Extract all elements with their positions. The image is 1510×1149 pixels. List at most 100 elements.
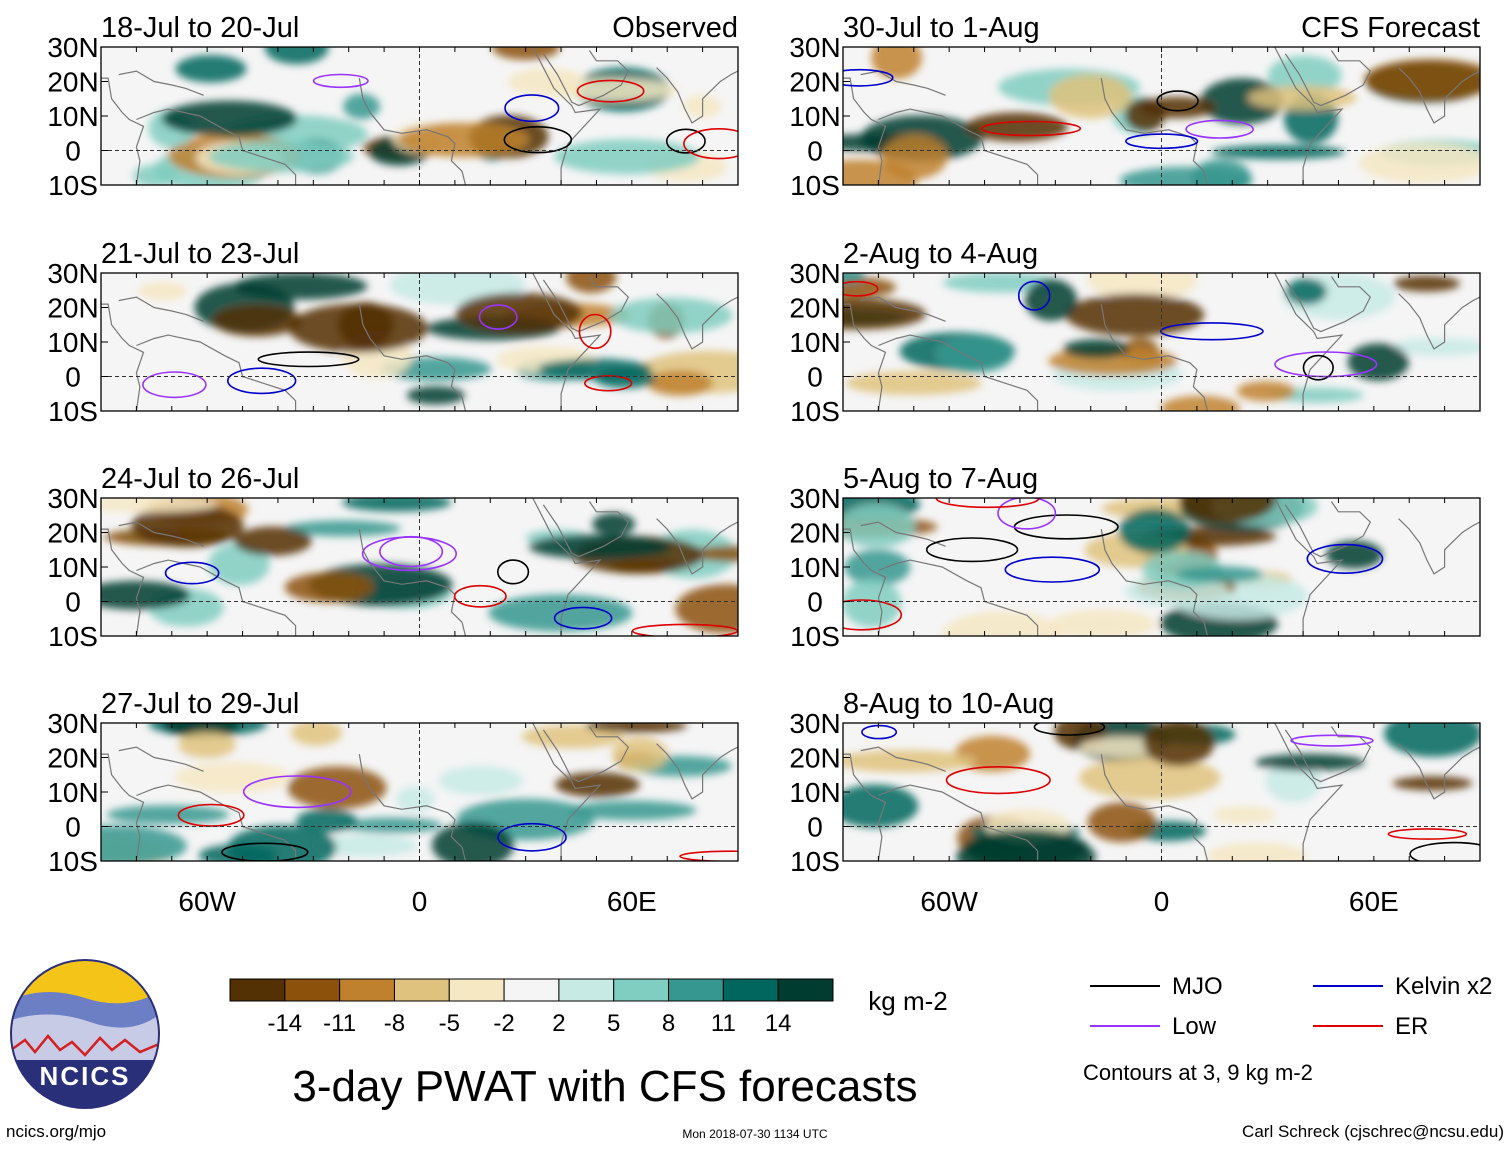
coastline — [532, 47, 602, 185]
y-tick-label: 20N — [47, 67, 98, 98]
coastline — [101, 77, 145, 185]
coastline — [656, 743, 738, 800]
anomaly-blob — [291, 723, 342, 746]
anomaly-field — [843, 498, 1383, 636]
colorbar-swatch — [668, 978, 724, 1002]
panel-field — [101, 273, 738, 411]
y-tick-label: 0 — [807, 587, 823, 618]
anomaly-blob — [1024, 279, 1078, 321]
anomaly-blob — [1267, 55, 1342, 95]
anomaly-blob — [342, 817, 442, 833]
coastline — [358, 77, 467, 185]
contour-er — [576, 79, 645, 103]
x-tick-label: 0 — [1154, 886, 1170, 917]
anomaly-blob — [264, 47, 329, 65]
contour-kelvin-x2 — [164, 561, 220, 585]
coastline — [542, 501, 630, 558]
colorbar-swatch — [777, 978, 834, 1002]
y-tick-label: 20N — [47, 743, 98, 774]
contour-er — [843, 599, 903, 631]
coastline — [656, 293, 738, 350]
contour-low — [997, 498, 1057, 530]
panel-title: 18-Jul to 20-Jul — [101, 12, 299, 44]
anomaly-blob — [133, 164, 179, 185]
contour-mjo — [1302, 354, 1334, 381]
coastline — [1274, 47, 1344, 185]
coastline — [1398, 293, 1480, 350]
coastline — [860, 746, 946, 772]
anomaly-blob — [161, 100, 298, 137]
y-tick-label: 10N — [47, 101, 98, 132]
anomaly-blob — [343, 93, 380, 120]
y-tick-label: 0 — [65, 362, 81, 393]
colorbar-label: 11 — [711, 1010, 736, 1037]
coastline — [1284, 501, 1372, 558]
y-tick-label: 0 — [807, 362, 823, 393]
colorbar-swatch — [613, 978, 670, 1002]
anomaly-field — [843, 47, 1480, 185]
panel-title: 24-Jul to 26-Jul — [101, 463, 299, 495]
panel-field — [843, 723, 1480, 861]
y-tick-label: 10N — [789, 552, 840, 583]
anomaly-blob — [521, 725, 624, 749]
coastline — [878, 784, 1039, 861]
anomaly-blob — [1248, 85, 1357, 110]
coastline — [1100, 528, 1209, 636]
anomaly-blob — [455, 292, 583, 333]
y-tick-label: 30N — [47, 483, 98, 514]
y-tick-label: 10S — [48, 170, 98, 201]
anomaly-blob — [296, 808, 357, 833]
anomaly-blob — [585, 723, 688, 733]
anomaly-blob — [101, 580, 191, 610]
contour-low — [1290, 734, 1374, 747]
anomaly-blob — [1255, 753, 1365, 771]
anomaly-blob — [1212, 806, 1276, 824]
panel-title: 2-Aug to 4-Aug — [843, 238, 1038, 270]
panel-title: 27-Jul to 29-Jul — [101, 688, 299, 720]
y-tick-label: 10N — [789, 777, 840, 808]
anomaly-blob — [1285, 278, 1327, 305]
contour-er — [679, 850, 738, 861]
contour-mjo — [925, 537, 1019, 563]
coastline — [1274, 723, 1344, 861]
coastline — [542, 50, 630, 107]
anomaly-blob — [1063, 339, 1130, 359]
logo-text: NCICS — [40, 1061, 131, 1091]
colorbar-swatch — [393, 978, 450, 1002]
legend-label: Low — [1172, 1013, 1217, 1040]
colorbar-label: -2 — [493, 1010, 514, 1037]
anomaly-blob — [1087, 802, 1156, 843]
colorbar-label: -5 — [439, 1010, 460, 1037]
anomaly-blob — [881, 134, 948, 180]
coastline — [101, 528, 145, 636]
contour-kelvin-x2 — [861, 724, 898, 740]
anomaly-blob — [101, 498, 218, 513]
contour-note: Contours at 3, 9 kg m-2 — [1083, 1060, 1313, 1085]
colorbar-label: 2 — [552, 1010, 565, 1037]
x-tick-label: 60W — [178, 886, 236, 917]
contour-mjo — [1409, 841, 1480, 861]
y-tick-label: 30N — [789, 258, 840, 289]
anomaly-blob — [341, 498, 452, 512]
anomaly-blob — [871, 47, 923, 79]
anomaly-blob — [1176, 566, 1264, 583]
footer-url[interactable]: ncics.org/mjo — [6, 1122, 107, 1141]
contour-kelvin-x2 — [497, 822, 567, 852]
anomaly-blob — [438, 766, 523, 795]
contour-er — [578, 313, 612, 350]
y-tick-label: 10N — [47, 777, 98, 808]
coastline — [1398, 743, 1480, 800]
anomaly-blob — [843, 578, 902, 628]
legend-label: ER — [1395, 1013, 1428, 1040]
y-tick-label: 30N — [47, 32, 98, 63]
y-tick-label: 0 — [65, 136, 81, 167]
anomaly-blob — [106, 805, 230, 825]
y-tick-label: 30N — [47, 258, 98, 289]
contour-mjo — [497, 559, 530, 585]
coastline — [1274, 498, 1344, 636]
coastline — [118, 521, 204, 547]
colorbar-label: 5 — [607, 1010, 620, 1037]
contour-low — [242, 775, 352, 809]
